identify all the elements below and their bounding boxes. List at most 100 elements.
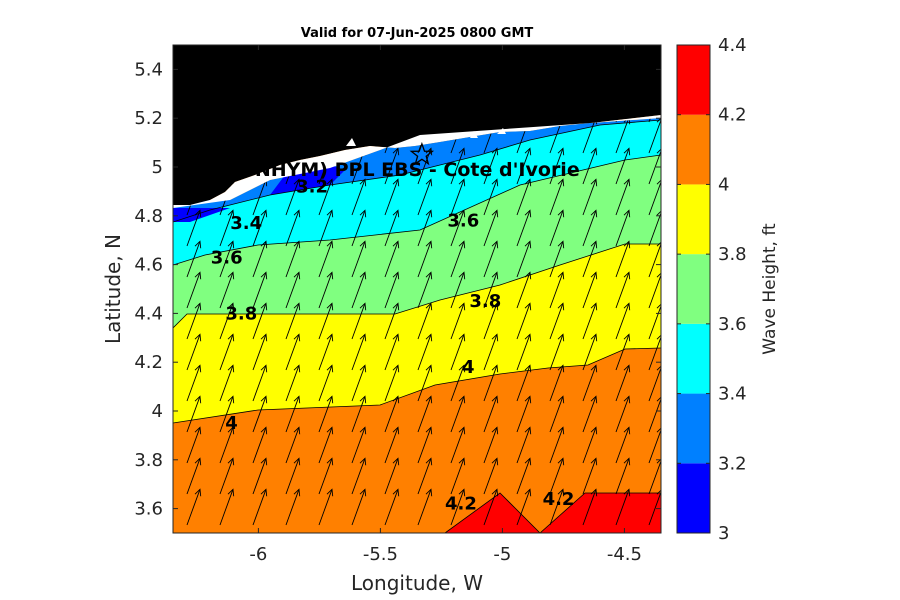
- site-star-icon: [409, 141, 435, 166]
- wave-arrow: [648, 241, 661, 278]
- band-3.4-3.6: [173, 120, 661, 265]
- wave-arrow: [285, 240, 301, 278]
- wave-arrow: [582, 271, 598, 309]
- wave-arrow: [285, 209, 301, 247]
- wave-arrow: [615, 488, 631, 526]
- y-tick-label: 4.6: [134, 255, 163, 276]
- wave-arrow: [384, 302, 400, 340]
- wave-arrow: [186, 488, 202, 526]
- wave-arrow: [318, 488, 334, 526]
- contour-4.0: [173, 347, 661, 424]
- wave-arrow: [615, 457, 631, 495]
- y-tick-label: 5.2: [134, 108, 163, 129]
- wave-arrow: [318, 457, 334, 495]
- wave-arrow: [615, 240, 631, 278]
- colorbar-tick-label: 3: [718, 523, 729, 544]
- wave-arrow: [318, 426, 334, 464]
- colorbar-segment: [677, 254, 710, 324]
- wave-arrow: [615, 333, 631, 371]
- wave-arrow: [219, 302, 235, 340]
- wave-arrow: [252, 271, 268, 309]
- wave-arrow: [417, 240, 433, 278]
- wave-arrow: [483, 271, 499, 309]
- wave-arrow: [384, 395, 400, 433]
- wave-arrow: [648, 365, 661, 402]
- y-axis-ticks: 3.6 3.8 4 4.2 4.4 4.6 4.8 5 5.2 5.4: [134, 59, 661, 520]
- wave-arrow: [549, 333, 565, 371]
- wave-arrow: [483, 364, 499, 402]
- wave-arrow: [483, 457, 499, 495]
- colorbar-tick-label: 3.6: [718, 314, 747, 335]
- wave-arrow: [483, 488, 499, 526]
- wave-arrow: [384, 178, 400, 216]
- wave-arrow: [384, 209, 400, 247]
- wave-arrow: [549, 488, 565, 526]
- wave-arrow: [285, 364, 301, 402]
- wave-arrow: [450, 271, 466, 309]
- colorbar-frame: [676, 44, 711, 534]
- wave-arrow: [582, 333, 598, 371]
- y-tick-label: 5: [152, 157, 163, 178]
- wave-arrow: [648, 334, 661, 371]
- contour-label: 4.2: [445, 494, 477, 515]
- y-axis-label: Latitude, N: [101, 234, 125, 344]
- wave-arrow: [483, 395, 499, 433]
- wave-arrow: [582, 426, 598, 464]
- wave-arrow: [417, 209, 433, 247]
- wave-arrow: [648, 303, 661, 340]
- wave-arrow: [483, 302, 499, 340]
- wave-arrow: [318, 209, 334, 247]
- wave-arrow: [549, 364, 565, 402]
- wave-arrow: [219, 333, 235, 371]
- wave-arrow: [318, 333, 334, 371]
- x-tick-label: -5.5: [363, 544, 398, 565]
- colorbar-segment: [677, 323, 710, 394]
- wave-arrow: [351, 333, 367, 371]
- wave-arrow: [582, 488, 598, 526]
- wave-arrow: [318, 271, 334, 309]
- wave-arrow: [516, 488, 532, 526]
- wave-arrow: [648, 427, 661, 464]
- contour-label: 3.8: [225, 303, 257, 324]
- colorbar-tick-label: 3.2: [718, 453, 747, 474]
- wave-arrow: [582, 209, 598, 247]
- band-3.4-3.6-east: [640, 133, 661, 155]
- wave-arrow: [648, 272, 661, 309]
- band-4.0-4.2-region: [173, 348, 661, 533]
- contour-3.4: [173, 119, 661, 223]
- wave-arrow: [318, 178, 334, 216]
- wave-arrow: [186, 302, 202, 340]
- wave-arrow: [615, 364, 631, 402]
- wave-arrow: [483, 426, 499, 464]
- wave-arrow: [285, 457, 301, 495]
- wave-arrow: [186, 333, 202, 371]
- wave-arrow: [384, 240, 400, 278]
- wave-arrow: [219, 457, 235, 495]
- wave-arrow: [285, 395, 301, 433]
- colorbar-segment: [677, 393, 710, 464]
- wave-arrow: [219, 364, 235, 402]
- contour-label: 3.6: [211, 247, 243, 268]
- band-4.2-4.4-a: [445, 493, 540, 533]
- wave-arrow: [549, 395, 565, 433]
- wave-arrow: [582, 178, 598, 216]
- wave-arrow: [351, 364, 367, 402]
- wave-arrow: [351, 488, 367, 526]
- x-tick-label: -6: [249, 544, 267, 565]
- wave-arrow: [186, 426, 202, 464]
- wave-arrow: [549, 457, 565, 495]
- colorbar-tick-label: 3.8: [718, 244, 747, 265]
- wave-arrow: [285, 271, 301, 309]
- wave-arrow: [450, 178, 466, 216]
- wave-arrow: [384, 364, 400, 402]
- colorbar-tick-label: 3.4: [718, 384, 747, 405]
- wave-arrow: [186, 209, 202, 247]
- land-mass: [173, 45, 661, 205]
- wave-arrow: [351, 426, 367, 464]
- y-tick-label: 4.2: [134, 352, 163, 373]
- wave-arrow: [450, 457, 466, 495]
- contour-label: 3.2: [296, 177, 328, 198]
- wave-arrow: [351, 302, 367, 340]
- wave-arrow: [483, 333, 499, 371]
